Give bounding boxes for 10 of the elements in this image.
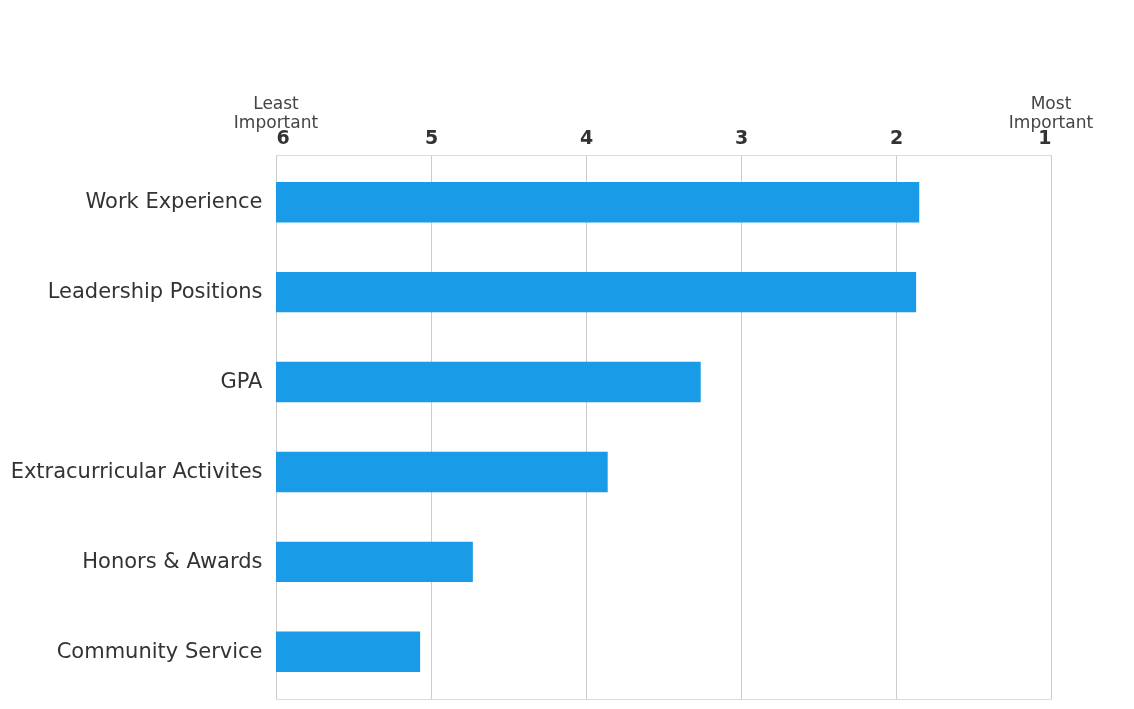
y-tick-label: Leadership Positions (47, 279, 263, 304)
y-tick-label: Community Service (56, 638, 263, 663)
y-tick-label: Honors & Awards (82, 548, 263, 573)
x-tick-label: 5 (424, 125, 439, 148)
x-tick-label: 4 (579, 125, 594, 148)
y-tick-label: Work Experience (85, 189, 263, 214)
x-tick-label: 3 (734, 125, 749, 148)
y-tick-label: GPA (220, 369, 264, 394)
x-tick-label: 2 (889, 125, 904, 148)
y-tick-label: Extracurricular Activites (10, 458, 263, 483)
